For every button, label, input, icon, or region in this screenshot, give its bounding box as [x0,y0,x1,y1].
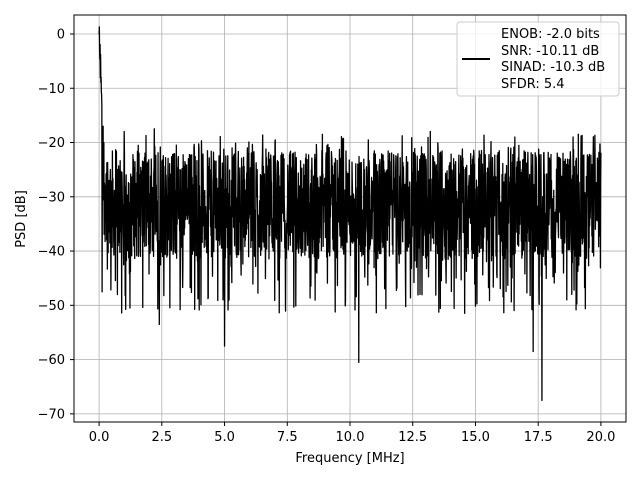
psd-point [429,131,431,133]
x-tick-label: 15.0 [461,430,490,445]
x-tick-label: 7.5 [277,430,298,445]
x-tick-label: 20.0 [586,430,615,445]
x-axis-label: Frequency [MHz] [295,451,404,466]
y-tick-label: −50 [38,299,65,314]
x-tick-label: 12.5 [398,430,427,445]
y-axis-ticks: 0 −10 −20 −30 −40 −50 −60 −70 [38,27,74,422]
psd-point [532,350,534,353]
x-tick-label: 2.5 [151,430,172,445]
legend-line-4: SFDR: 5.4 [501,77,565,92]
psd-point [358,361,360,363]
y-tick-label: −10 [38,82,65,97]
x-tick-label: 0.0 [89,430,110,445]
x-tick-label: 10.0 [336,430,365,445]
psd-point [577,133,579,135]
y-tick-label: −40 [38,245,65,260]
psd-notable-points [98,33,579,401]
psd-point [99,76,101,79]
legend-line-2: SNR: -10.11 dB [501,44,599,59]
y-tick-label: 0 [57,27,65,42]
psd-series-line [98,26,602,401]
legend: ENOB: -2.0 bits SNR: -10.11 dB SINAD: -1… [456,21,620,97]
y-tick-label: −20 [38,136,65,151]
psd-point [541,399,543,401]
x-tick-label: 17.5 [524,430,553,445]
y-tick-label: −70 [38,407,65,422]
y-tick-label: −60 [38,353,65,368]
y-axis-label: PSD [dB] [14,190,29,248]
psd-point [123,131,125,133]
psd-point [158,323,160,325]
y-tick-label: −30 [38,190,65,205]
psd-point [153,128,155,130]
psd-point [223,345,226,347]
psd-point [101,291,103,293]
legend-line-1: ENOB: -2.0 bits [501,27,600,42]
legend-line-3: SINAD: -10.3 dB [501,60,605,75]
legend-box [456,21,620,97]
psd-point [98,33,100,35]
x-axis-ticks: 0.0 2.5 5.0 7.5 10.0 12.5 15.0 17.5 20.0 [89,422,615,445]
psd-point [321,133,323,135]
x-tick-label: 5.0 [214,430,235,445]
